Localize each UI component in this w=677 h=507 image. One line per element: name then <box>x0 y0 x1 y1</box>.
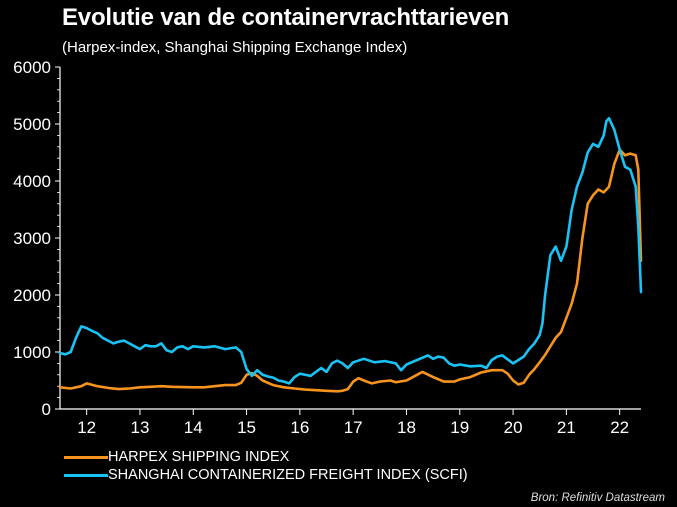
x-tick-label: 12 <box>77 418 96 437</box>
x-tick-label: 15 <box>237 418 256 437</box>
chart-title: Evolutie van de containervrachttarieven <box>62 4 510 31</box>
legend-label-scfi: SHANGHAI CONTAINERIZED FREIGHT INDEX (SC… <box>108 467 468 483</box>
series-line-harpex <box>58 148 643 393</box>
source-note: Bron: Refinitiv Datastream <box>530 492 665 504</box>
chart-subtitle: (Harpex-index, Shanghai Shipping Exchang… <box>62 39 408 56</box>
x-tick-label: 13 <box>130 418 149 437</box>
y-tick-label: 2000 <box>13 286 51 305</box>
legend-label-harpex: HARPEX SHIPPING INDEX <box>108 449 290 465</box>
y-tick-label: 6000 <box>13 58 51 77</box>
x-tick-label: 19 <box>450 418 469 437</box>
y-tick-label: 3000 <box>13 229 51 248</box>
y-tick-label: 5000 <box>13 115 51 134</box>
y-tick-label: 1000 <box>13 343 51 362</box>
y-tick-label: 4000 <box>13 172 51 191</box>
y-tick-label: 0 <box>42 400 51 419</box>
legend-item-harpex: HARPEX SHIPPING INDEX <box>64 449 289 465</box>
x-tick-label: 14 <box>184 418 203 437</box>
x-tick-label: 18 <box>397 418 416 437</box>
x-tick-label: 16 <box>290 418 309 437</box>
legend-swatch-scfi <box>64 473 108 477</box>
x-tick-label: 21 <box>557 418 576 437</box>
x-tick-label: 22 <box>610 418 629 437</box>
legend-item-scfi: SHANGHAI CONTAINERIZED FREIGHT INDEX (SC… <box>64 467 468 483</box>
legend-swatch-harpex <box>64 455 108 459</box>
series-line-scfi <box>58 117 643 385</box>
x-tick-label: 17 <box>344 418 363 437</box>
x-tick-label: 20 <box>504 418 523 437</box>
